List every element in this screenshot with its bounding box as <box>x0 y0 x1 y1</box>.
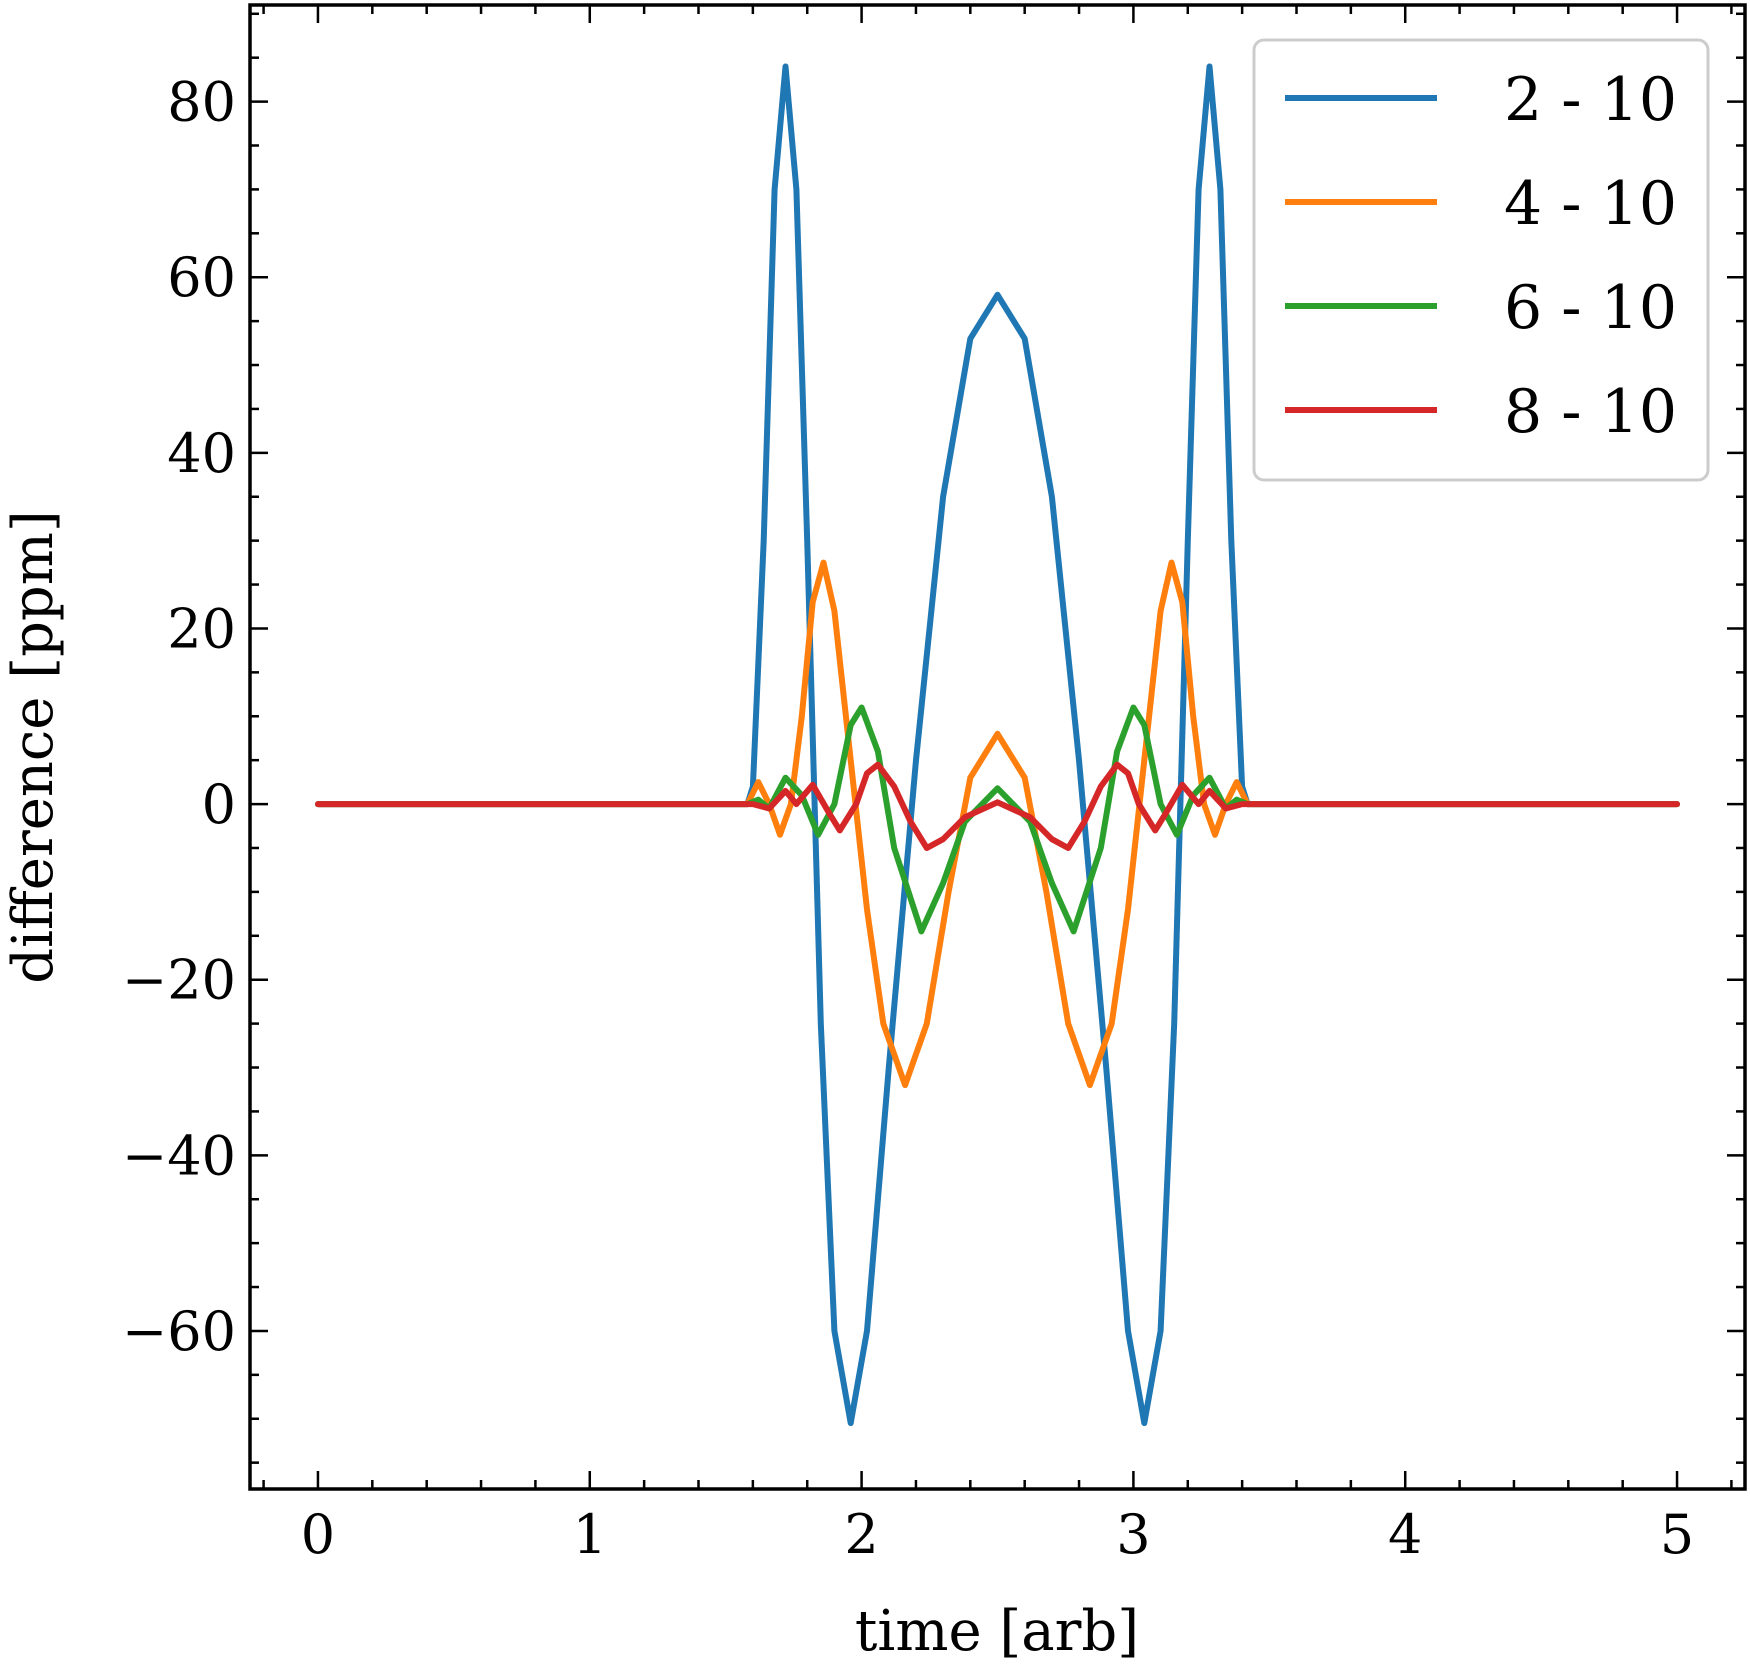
legend-label: 8 - 10 <box>1504 377 1677 447</box>
y-tick-label: −40 <box>122 1124 236 1187</box>
y-tick-label: 40 <box>167 422 236 485</box>
series-line-1 <box>315 63 1680 1427</box>
x-tick-label: 2 <box>844 1503 878 1566</box>
x-tick-label: 5 <box>1660 1503 1694 1566</box>
y-tick-label: −60 <box>122 1300 236 1363</box>
y-tick-label: 0 <box>202 773 236 836</box>
ticks-layer: 0 1 2 3 4 5 −60 −40 −20 0 20 40 60 80 <box>122 5 1745 1566</box>
y-tick-label: 20 <box>167 597 236 660</box>
series-line-2 <box>315 559 1680 1089</box>
x-tick-label: 1 <box>573 1503 607 1566</box>
series-layer <box>315 63 1680 1427</box>
plot-frame <box>248 3 1747 1491</box>
x-tick-label: 0 <box>301 1503 335 1566</box>
legend-label: 4 - 10 <box>1504 169 1677 239</box>
y-tick-label: −20 <box>122 949 236 1012</box>
legend-label: 2 - 10 <box>1504 65 1677 135</box>
legend: 2 - 10 4 - 10 6 - 10 8 - 10 <box>1252 38 1710 482</box>
y-tick-label: 80 <box>167 71 236 134</box>
legend-label: 6 - 10 <box>1504 273 1677 343</box>
y-tick-label: 60 <box>167 246 236 309</box>
y-axis-label: difference [ppm] <box>1 510 66 983</box>
x-tick-label: 3 <box>1116 1503 1150 1566</box>
x-axis-label: time [arb] <box>855 1599 1139 1664</box>
series-line-4 <box>315 761 1680 851</box>
legend-box <box>1252 38 1710 482</box>
x-tick-label: 4 <box>1388 1503 1422 1566</box>
